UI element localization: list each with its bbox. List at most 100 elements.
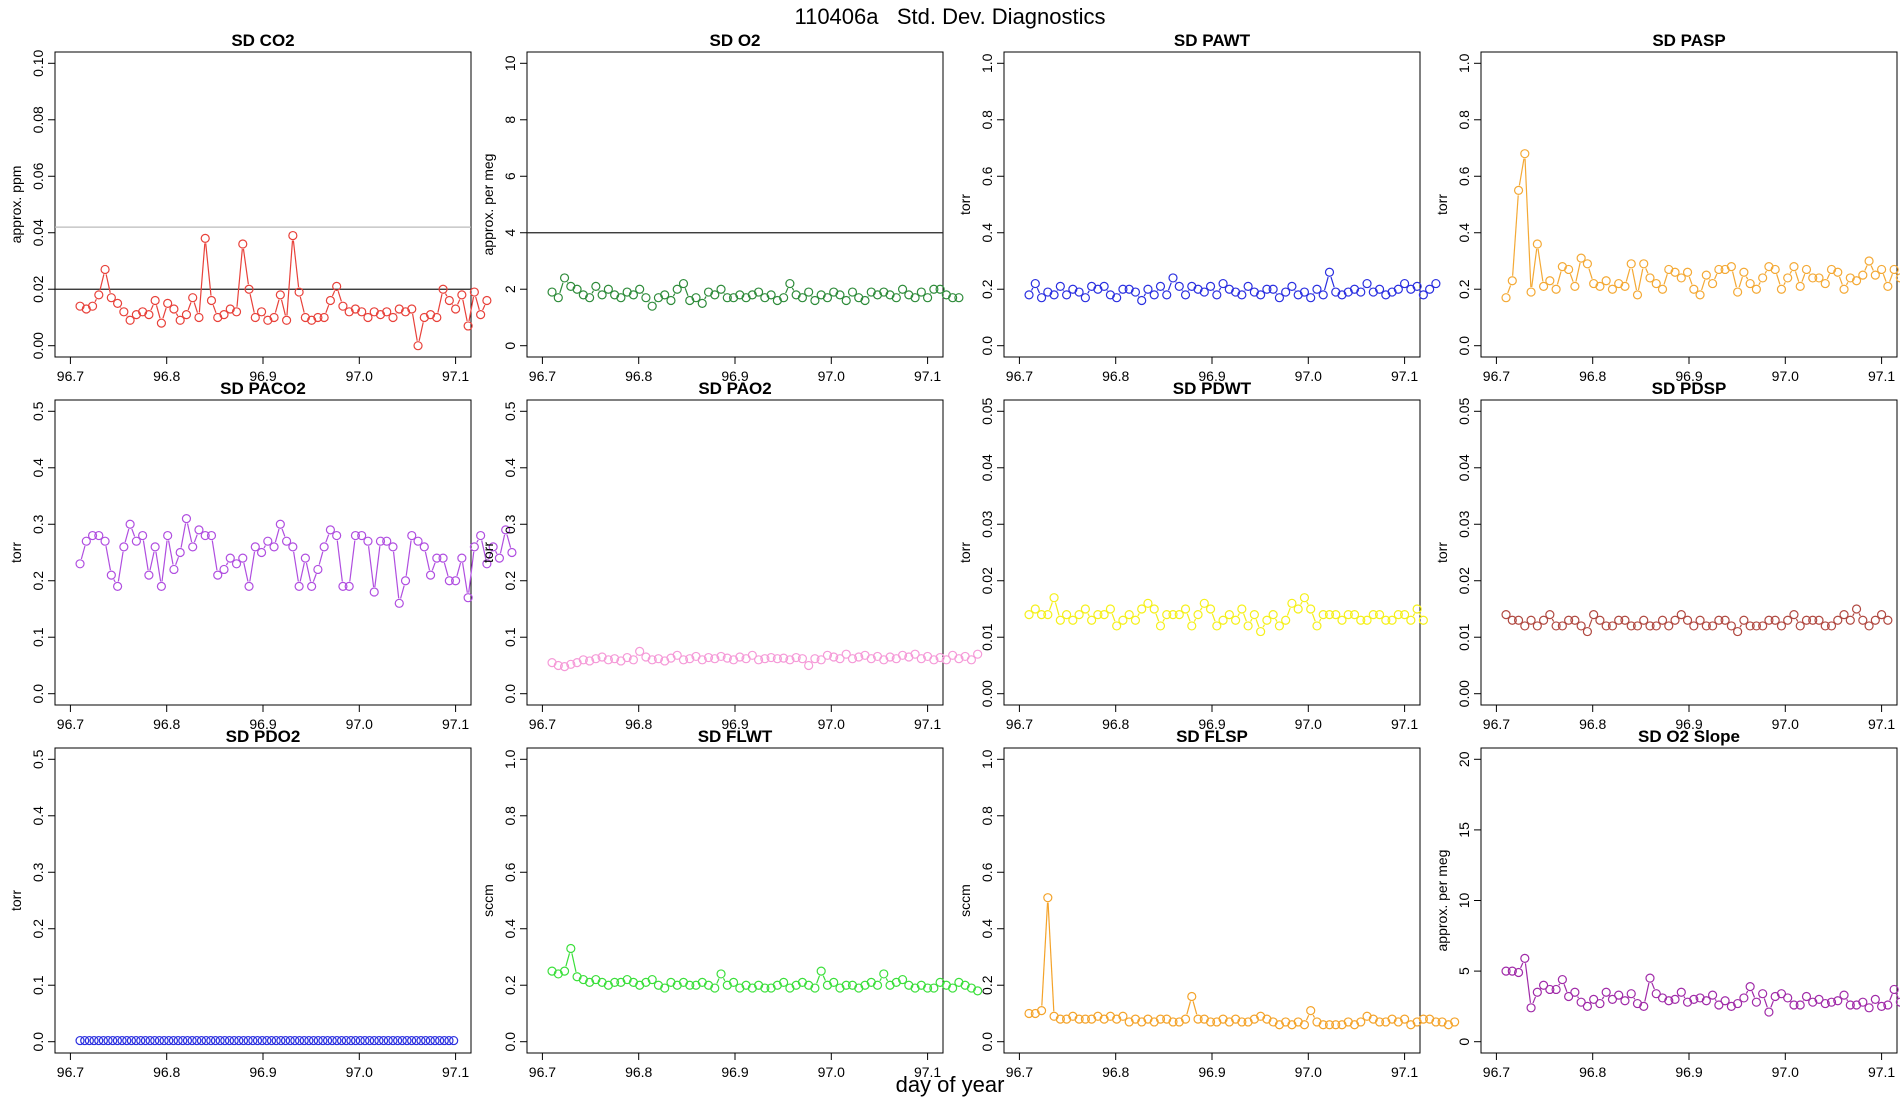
data-point bbox=[1632, 290, 1643, 300]
data-point bbox=[1595, 998, 1605, 1009]
data-point bbox=[1043, 610, 1053, 620]
data-point bbox=[797, 654, 808, 664]
y-tick-label: 0.00 bbox=[979, 680, 995, 707]
data-point bbox=[1739, 615, 1749, 625]
x-tick-label: 96.9 bbox=[1675, 1064, 1702, 1080]
panel-title: SD PDSP bbox=[1652, 379, 1727, 398]
data-point bbox=[584, 656, 595, 666]
data-point bbox=[1657, 615, 1668, 625]
plot-frame bbox=[1003, 399, 1421, 706]
x-tick-label: 97.1 bbox=[914, 1064, 941, 1080]
data-point bbox=[553, 293, 563, 303]
data-point bbox=[1589, 994, 1599, 1004]
data-point bbox=[1639, 259, 1649, 269]
data-point bbox=[1864, 621, 1874, 631]
series-segment bbox=[1054, 602, 1060, 616]
data-point bbox=[1758, 273, 1768, 283]
x-tick-label: 97.1 bbox=[1868, 716, 1895, 732]
data-point bbox=[1801, 264, 1812, 275]
data-point bbox=[1645, 973, 1655, 983]
data-point bbox=[1224, 610, 1234, 620]
panel-title: SD PACO2 bbox=[220, 379, 306, 398]
data-point bbox=[188, 542, 198, 552]
data-point bbox=[1162, 610, 1172, 620]
series-segment bbox=[506, 534, 512, 548]
data-point bbox=[206, 295, 217, 306]
data-point bbox=[80, 1035, 90, 1046]
data-point bbox=[457, 290, 467, 300]
data-point bbox=[150, 1035, 160, 1046]
data-point bbox=[1839, 284, 1849, 294]
series-segment bbox=[1199, 607, 1203, 611]
x-tick-label: 97.0 bbox=[1772, 368, 1799, 384]
data-point bbox=[1501, 610, 1511, 620]
data-point bbox=[1707, 621, 1718, 631]
data-point bbox=[131, 536, 141, 546]
series-segment bbox=[412, 313, 418, 341]
data-point bbox=[1532, 239, 1542, 249]
data-point bbox=[178, 1035, 188, 1046]
data-point bbox=[1043, 893, 1053, 903]
data-point bbox=[262, 1035, 272, 1046]
data-point bbox=[1801, 991, 1812, 1002]
y-tick-label: 0.2 bbox=[979, 975, 995, 995]
data-point bbox=[290, 1035, 300, 1046]
data-point bbox=[1820, 998, 1830, 1009]
x-tick-label: 97.0 bbox=[818, 716, 845, 732]
data-point bbox=[1720, 996, 1730, 1006]
x-tick-label: 96.8 bbox=[625, 368, 652, 384]
y-tick-label: 4 bbox=[502, 229, 518, 237]
data-point bbox=[1501, 966, 1511, 976]
data-point bbox=[816, 655, 826, 665]
panel-title: SD PAWT bbox=[1174, 31, 1251, 50]
data-point bbox=[243, 1035, 253, 1046]
x-tick-label: 97.0 bbox=[1772, 716, 1799, 732]
x-tick-label: 97.1 bbox=[1391, 368, 1418, 384]
series-segment bbox=[249, 551, 256, 582]
data-point bbox=[916, 287, 926, 297]
data-point bbox=[407, 1035, 417, 1046]
y-tick-label: 0.6 bbox=[979, 862, 995, 882]
data-point bbox=[1839, 990, 1849, 1000]
series-segment bbox=[1764, 270, 1768, 274]
series-segment bbox=[312, 573, 317, 582]
plot-frame bbox=[54, 747, 472, 1054]
series-segment bbox=[462, 299, 468, 322]
series-segment bbox=[1601, 996, 1605, 1000]
series-segment bbox=[444, 293, 448, 297]
series-segment bbox=[482, 304, 486, 311]
data-point bbox=[1074, 610, 1084, 620]
y-tick-label: 10 bbox=[502, 55, 518, 71]
data-point bbox=[244, 581, 254, 591]
data-point bbox=[922, 983, 933, 993]
data-point bbox=[1105, 604, 1116, 614]
data-point bbox=[1745, 982, 1755, 992]
series-segment bbox=[1311, 613, 1316, 622]
series-segment bbox=[704, 296, 707, 300]
series-segment bbox=[1663, 274, 1668, 285]
data-point bbox=[1833, 996, 1843, 1006]
data-point bbox=[1570, 615, 1580, 625]
data-point bbox=[100, 536, 110, 546]
data-point bbox=[722, 653, 732, 663]
data-point bbox=[1820, 278, 1830, 289]
data-point bbox=[1137, 604, 1147, 614]
data-point bbox=[1776, 621, 1787, 631]
data-point bbox=[438, 284, 448, 294]
data-point bbox=[1412, 604, 1422, 614]
data-point bbox=[1425, 284, 1435, 294]
data-point bbox=[1758, 989, 1768, 999]
series-segment bbox=[468, 551, 475, 593]
series-segment bbox=[1186, 613, 1191, 622]
series-segment bbox=[299, 296, 305, 313]
data-point bbox=[294, 581, 304, 591]
data-point bbox=[1582, 626, 1593, 637]
data-point bbox=[1726, 621, 1736, 631]
x-tick-label: 96.7 bbox=[529, 1064, 556, 1080]
data-point bbox=[1187, 621, 1197, 631]
series-segment bbox=[1776, 274, 1781, 285]
data-point bbox=[897, 974, 908, 985]
data-point bbox=[1055, 615, 1065, 625]
data-point bbox=[1789, 1000, 1799, 1010]
data-point bbox=[319, 312, 329, 323]
